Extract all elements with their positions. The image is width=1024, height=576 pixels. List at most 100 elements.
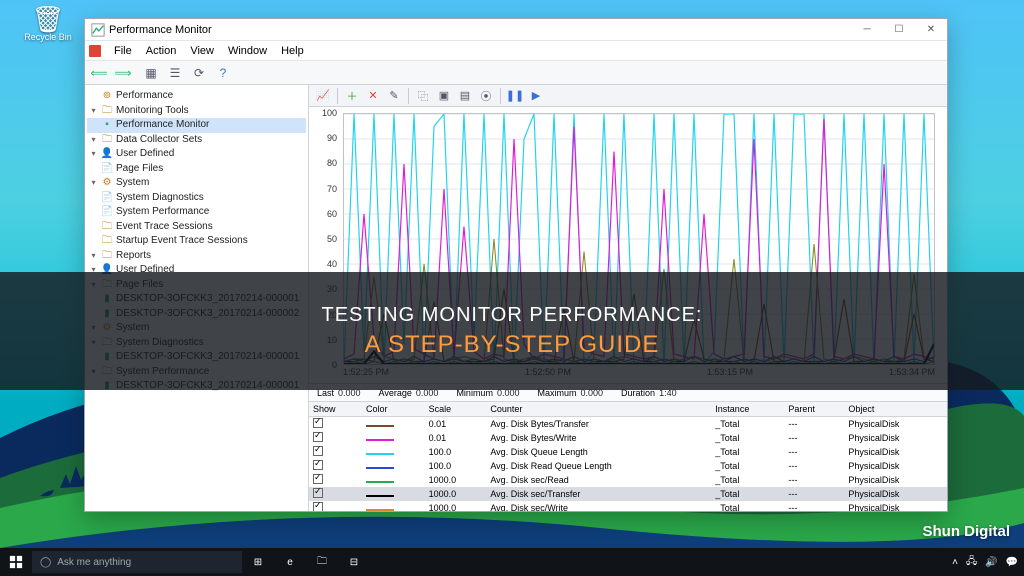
freeze-icon[interactable]: ⦿ bbox=[476, 86, 496, 106]
show-checkbox[interactable] bbox=[313, 432, 323, 442]
tree-icon: 📄 bbox=[101, 192, 113, 204]
tree-item[interactable]: ▾🗀Monitoring Tools bbox=[87, 104, 306, 119]
tree-icon: ▪ bbox=[101, 119, 113, 131]
view-icon[interactable]: 📈 bbox=[313, 86, 333, 106]
tree-label: System Diagnostics bbox=[116, 191, 204, 206]
col-header[interactable]: Scale bbox=[425, 402, 487, 417]
menu-window[interactable]: Window bbox=[221, 43, 274, 59]
show-checkbox[interactable] bbox=[313, 460, 323, 470]
tree-label: Reports bbox=[116, 249, 151, 264]
notification-icon[interactable]: 💬 bbox=[1006, 557, 1018, 568]
explorer-icon[interactable]: 🗀 bbox=[306, 548, 338, 576]
minimize-button[interactable]: ─ bbox=[851, 19, 883, 41]
table-row[interactable]: 100.0Avg. Disk Read Queue Length_Total--… bbox=[309, 459, 947, 473]
refresh-icon[interactable]: ⟳ bbox=[189, 63, 209, 83]
tree-item[interactable]: ▾⚙System bbox=[87, 176, 306, 191]
show-checkbox[interactable] bbox=[313, 474, 323, 484]
tree-label: Monitoring Tools bbox=[116, 104, 189, 119]
tree-twisty[interactable]: ▾ bbox=[89, 148, 98, 160]
table-row[interactable]: 1000.0Avg. Disk sec/Write_Total---Physic… bbox=[309, 501, 947, 511]
titlebar[interactable]: Performance Monitor ─ ☐ ✕ bbox=[85, 19, 947, 41]
tree-label: System bbox=[116, 176, 149, 191]
help-icon[interactable]: ? bbox=[213, 63, 233, 83]
overlay-line2: A Step-By-Step Guide bbox=[365, 331, 660, 359]
tree-icon: 🗀 bbox=[101, 221, 113, 233]
menu-file[interactable]: File bbox=[107, 43, 139, 59]
col-header[interactable]: Instance bbox=[711, 402, 784, 417]
plus-icon[interactable]: ＋ bbox=[342, 86, 362, 106]
tree-item[interactable]: ⊚Performance bbox=[87, 89, 306, 104]
col-header[interactable]: Object bbox=[844, 402, 947, 417]
maximize-button[interactable]: ☐ bbox=[883, 19, 915, 41]
menu-view[interactable]: View bbox=[183, 43, 221, 59]
tree-item[interactable]: ▾🗀Reports bbox=[87, 249, 306, 264]
show-checkbox[interactable] bbox=[313, 502, 323, 511]
tree-label: Startup Event Trace Sessions bbox=[116, 234, 248, 249]
table-row[interactable]: 0.01Avg. Disk Bytes/Transfer_Total---Phy… bbox=[309, 417, 947, 432]
options-icon[interactable]: ☰ bbox=[165, 63, 185, 83]
tree-twisty[interactable]: ▾ bbox=[89, 134, 98, 146]
color-swatch bbox=[366, 425, 394, 427]
system-tray[interactable]: ˄ 🖧 🔊 💬 bbox=[952, 554, 1024, 571]
recycle-bin[interactable]: 🗑 Recycle Bin bbox=[18, 6, 78, 42]
cortana-icon: ◯ bbox=[40, 557, 51, 568]
menu-action[interactable]: Action bbox=[139, 43, 184, 59]
menu-help[interactable]: Help bbox=[274, 43, 311, 59]
show-checkbox[interactable] bbox=[313, 446, 323, 456]
tree-twisty[interactable]: ▾ bbox=[89, 177, 98, 189]
color-swatch bbox=[366, 481, 394, 483]
col-header[interactable]: Counter bbox=[486, 402, 711, 417]
desktop: 🗑 Recycle Bin Performance Monitor ─ ☐ ✕ … bbox=[0, 0, 1024, 576]
pause-icon[interactable]: ❚❚ bbox=[505, 86, 525, 106]
tree-item[interactable]: 📄System Performance bbox=[87, 205, 306, 220]
tree-item[interactable]: 🗀Startup Event Trace Sessions bbox=[87, 234, 306, 249]
col-header[interactable]: Show bbox=[309, 402, 362, 417]
tree-twisty[interactable]: ▾ bbox=[89, 105, 98, 117]
close-button[interactable]: ✕ bbox=[915, 19, 947, 41]
tree-item[interactable]: ▪Performance Monitor bbox=[87, 118, 306, 133]
store-icon[interactable]: ⊟ bbox=[338, 548, 370, 576]
tree-icon: ⊚ bbox=[101, 90, 113, 102]
table-row[interactable]: 1000.0Avg. Disk sec/Read_Total---Physica… bbox=[309, 473, 947, 487]
col-header[interactable]: Parent bbox=[784, 402, 844, 417]
network-icon[interactable]: 🖧 bbox=[966, 554, 977, 571]
color-swatch bbox=[366, 509, 394, 511]
forward-icon[interactable]: ⟹ bbox=[113, 63, 133, 83]
tree-item[interactable]: 📄Page Files bbox=[87, 162, 306, 177]
back-icon[interactable]: ⟸ bbox=[89, 63, 109, 83]
tree-icon: 🗀 bbox=[101, 134, 113, 146]
menubar: FileActionViewWindowHelp bbox=[85, 41, 947, 61]
prop-icon[interactable]: ▤ bbox=[455, 86, 475, 106]
remove-icon[interactable]: ✕ bbox=[363, 86, 383, 106]
tree-item[interactable]: ▾👤User Defined bbox=[87, 147, 306, 162]
tree-icon: 👤 bbox=[101, 148, 113, 160]
paste-icon[interactable]: ▣ bbox=[434, 86, 454, 106]
copy-icon[interactable]: ⿻ bbox=[413, 86, 433, 106]
task-view-button[interactable]: ⊞ bbox=[242, 548, 274, 576]
toolbar-main: ⟸⟹ ▦☰⟳? bbox=[85, 61, 947, 85]
table-row[interactable]: 1000.0Avg. Disk sec/Transfer_Total---Phy… bbox=[309, 487, 947, 501]
start-button[interactable] bbox=[0, 548, 32, 576]
tree-label: Performance Monitor bbox=[116, 118, 209, 133]
tree-item[interactable]: 📄System Diagnostics bbox=[87, 191, 306, 206]
play-icon[interactable]: ▶ bbox=[526, 86, 546, 106]
edge-icon[interactable]: e bbox=[274, 548, 306, 576]
tree-item[interactable]: ▾🗀Data Collector Sets bbox=[87, 133, 306, 148]
show-checkbox[interactable] bbox=[313, 418, 323, 428]
tree-label: Page Files bbox=[116, 162, 163, 177]
tree-twisty[interactable]: ▾ bbox=[89, 250, 98, 262]
show-checkbox[interactable] bbox=[313, 488, 323, 498]
tree-item[interactable]: 🗀Event Trace Sessions bbox=[87, 220, 306, 235]
table-row[interactable]: 0.01Avg. Disk Bytes/Write_Total---Physic… bbox=[309, 431, 947, 445]
col-header[interactable]: Color bbox=[362, 402, 425, 417]
tree-label: Performance bbox=[116, 89, 173, 104]
highlight-icon[interactable]: ✎ bbox=[384, 86, 404, 106]
tree-label: Event Trace Sessions bbox=[116, 220, 213, 235]
show-hide-icon[interactable]: ▦ bbox=[141, 63, 161, 83]
tray-up-icon[interactable]: ˄ bbox=[952, 557, 958, 568]
search-placeholder: Ask me anything bbox=[57, 557, 131, 568]
table-row[interactable]: 100.0Avg. Disk Queue Length_Total---Phys… bbox=[309, 445, 947, 459]
counter-table[interactable]: ShowColorScaleCounterInstanceParentObjec… bbox=[309, 401, 947, 511]
volume-icon[interactable]: 🔊 bbox=[985, 557, 997, 568]
search-box[interactable]: ◯ Ask me anything bbox=[32, 551, 242, 573]
